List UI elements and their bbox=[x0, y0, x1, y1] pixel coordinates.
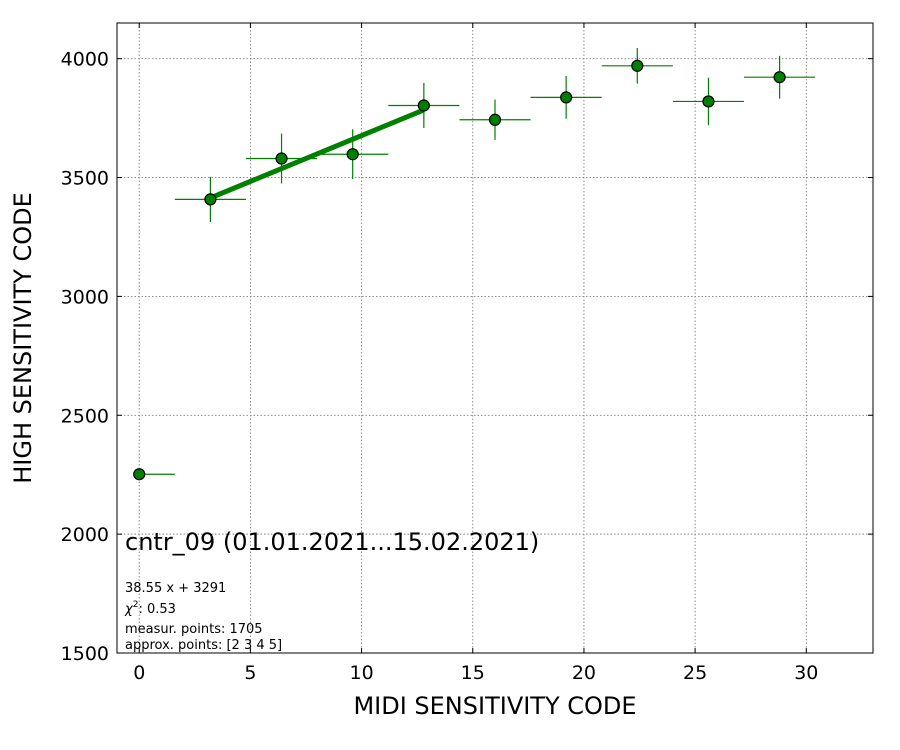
x-tick-label: 30 bbox=[794, 662, 818, 684]
y-tick-label: 3500 bbox=[61, 168, 109, 190]
y-tick-label: 1500 bbox=[61, 643, 109, 665]
measurement-points: measur. points: 1705 bbox=[125, 622, 263, 637]
data-point bbox=[346, 148, 359, 161]
approximation-points: approx. points: [2 3 4 5] bbox=[125, 638, 282, 653]
chi-squared: χ2: 0.53 bbox=[124, 600, 176, 617]
chi-value: : 0.53 bbox=[138, 602, 175, 617]
y-tick-label: 3000 bbox=[61, 286, 109, 308]
data-point bbox=[560, 91, 573, 104]
x-tick-label: 5 bbox=[244, 662, 256, 684]
data-point bbox=[133, 468, 146, 481]
plot-frame bbox=[116, 22, 874, 654]
ticks: 0 5 10 15 20 25 30 1500 2000 2500 3000 3500 4000 bbox=[61, 23, 873, 684]
x-tick-label: 10 bbox=[349, 662, 373, 684]
data-point bbox=[417, 99, 430, 112]
chi-symbol: χ bbox=[124, 602, 134, 617]
chart-title: cntr_09 (01.01.2021...15.02.2021) bbox=[125, 528, 539, 556]
y-tick-label: 2000 bbox=[61, 524, 109, 546]
x-tick-label: 0 bbox=[133, 662, 145, 684]
y-tick-label: 4000 bbox=[61, 49, 109, 71]
x-tick-label: 15 bbox=[461, 662, 485, 684]
data-point bbox=[773, 71, 786, 84]
fit-equation: 38.55 x + 3291 bbox=[125, 581, 226, 596]
data-point bbox=[702, 95, 715, 108]
data-point bbox=[204, 193, 217, 206]
x-tick-label: 25 bbox=[683, 662, 707, 684]
data-point bbox=[488, 113, 502, 126]
data-points bbox=[133, 59, 786, 481]
chi-exponent: 2 bbox=[133, 600, 139, 610]
x-axis-label: MIDI SENSITIVITY CODE bbox=[353, 692, 636, 720]
y-axis-label: HIGH SENSITIVITY CODE bbox=[9, 192, 37, 484]
x-tick-label: 20 bbox=[572, 662, 596, 684]
data-point bbox=[275, 152, 288, 165]
data-point bbox=[631, 59, 644, 72]
y-tick-label: 2500 bbox=[61, 405, 109, 427]
